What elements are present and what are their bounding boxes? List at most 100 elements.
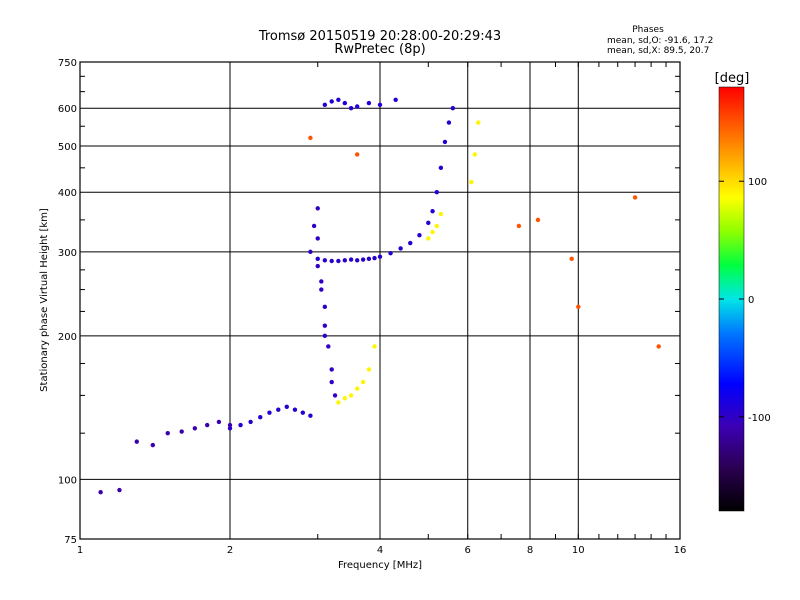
x-tick-label: 10 — [572, 545, 585, 556]
data-point — [476, 120, 481, 125]
data-point — [377, 254, 383, 259]
data-point — [342, 258, 348, 263]
data-point — [360, 379, 366, 385]
data-point — [426, 236, 431, 241]
data-point — [308, 249, 313, 255]
plot-border — [79, 61, 681, 540]
y-tick-label: 750 — [58, 58, 77, 69]
data-point — [442, 139, 448, 145]
data-point — [117, 487, 122, 493]
data-point — [576, 304, 581, 310]
data-point — [248, 419, 253, 425]
data-points — [98, 97, 661, 495]
data-point — [430, 208, 435, 214]
x-tick-label: 2 — [227, 545, 233, 556]
x-axis-label: Frequency [MHz] — [338, 560, 422, 571]
data-point — [426, 220, 431, 226]
data-point — [98, 490, 103, 495]
data-point — [192, 426, 198, 431]
data-point — [446, 120, 452, 125]
data-point — [472, 152, 478, 157]
stats-x-line: mean, sd,X: 89.5, 20.7 — [607, 46, 709, 56]
data-point — [398, 246, 403, 251]
data-point — [150, 442, 156, 448]
data-point — [434, 223, 439, 229]
chart-title: Tromsø 20150519 20:28:00-20:29:43 — [258, 29, 501, 44]
data-point — [322, 333, 328, 339]
y-tick-label: 75 — [64, 535, 77, 546]
data-point — [354, 104, 360, 109]
data-point — [342, 395, 348, 401]
data-point — [372, 344, 377, 349]
y-axis: 75 100 200 300 400 500 600 750 — [58, 58, 680, 546]
data-point — [366, 100, 372, 106]
y-tick-label: 500 — [58, 142, 77, 153]
data-point — [535, 217, 541, 223]
data-point — [292, 407, 298, 412]
data-point — [438, 165, 444, 171]
data-point — [393, 97, 398, 102]
data-point — [204, 422, 210, 428]
data-point — [388, 251, 393, 256]
data-point — [354, 386, 360, 391]
stats-heading: Phases — [632, 25, 664, 35]
x-tick-label: 4 — [377, 545, 383, 556]
grid — [80, 62, 680, 539]
data-point — [354, 152, 360, 157]
data-point — [377, 102, 383, 108]
data-point — [284, 404, 289, 409]
data-point — [348, 393, 354, 398]
data-point — [165, 430, 170, 436]
data-point — [322, 258, 328, 263]
x-tick-label: 1 — [77, 545, 83, 556]
y-tick-label: 300 — [58, 248, 77, 259]
data-point — [134, 439, 139, 444]
chart-subtitle: RwPretec (8p) — [334, 42, 425, 57]
y-tick-label: 600 — [58, 104, 77, 115]
data-point — [438, 211, 444, 217]
data-point — [311, 223, 317, 229]
y-tick-label: 400 — [58, 188, 77, 199]
data-point — [326, 344, 331, 349]
data-point — [366, 256, 372, 262]
data-point — [430, 229, 435, 235]
data-point — [354, 258, 360, 263]
data-point — [276, 407, 281, 412]
colorbar-tick-label: 100 — [748, 177, 767, 188]
data-point — [315, 256, 320, 262]
colorbar-label: [deg] — [715, 71, 750, 86]
data-point — [360, 257, 366, 262]
data-point — [469, 179, 474, 185]
data-point — [322, 102, 328, 108]
x-tick-label: 16 — [674, 545, 687, 556]
data-point — [336, 97, 341, 102]
data-point — [656, 344, 661, 349]
x-tick-label: 6 — [465, 545, 471, 556]
data-point — [417, 233, 422, 238]
data-point — [329, 258, 334, 264]
data-point — [632, 195, 638, 200]
x-axis: 1 2 4 6 8 10 16 — [77, 62, 687, 556]
data-point — [336, 400, 341, 405]
data-point — [267, 410, 272, 415]
data-point — [258, 415, 263, 420]
data-point — [227, 426, 233, 431]
data-point — [319, 287, 324, 292]
data-point — [315, 206, 320, 211]
data-point — [315, 263, 320, 269]
data-point — [216, 419, 222, 425]
data-point — [319, 279, 324, 284]
data-point — [516, 223, 522, 229]
data-point — [179, 429, 184, 434]
y-axis-label: Stationary phase Virtual Height [km] — [39, 208, 50, 392]
data-point — [315, 236, 320, 241]
data-point — [336, 258, 341, 264]
data-point — [332, 393, 338, 398]
stats-o-line: mean, sd,O: -91.6, 17.2 — [607, 36, 713, 46]
data-point — [408, 240, 413, 246]
data-point — [329, 367, 334, 372]
data-point — [366, 367, 372, 372]
data-point — [322, 304, 328, 310]
data-point — [348, 257, 354, 262]
